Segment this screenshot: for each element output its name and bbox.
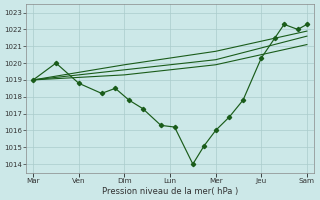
X-axis label: Pression niveau de la mer( hPa ): Pression niveau de la mer( hPa ) <box>102 187 238 196</box>
